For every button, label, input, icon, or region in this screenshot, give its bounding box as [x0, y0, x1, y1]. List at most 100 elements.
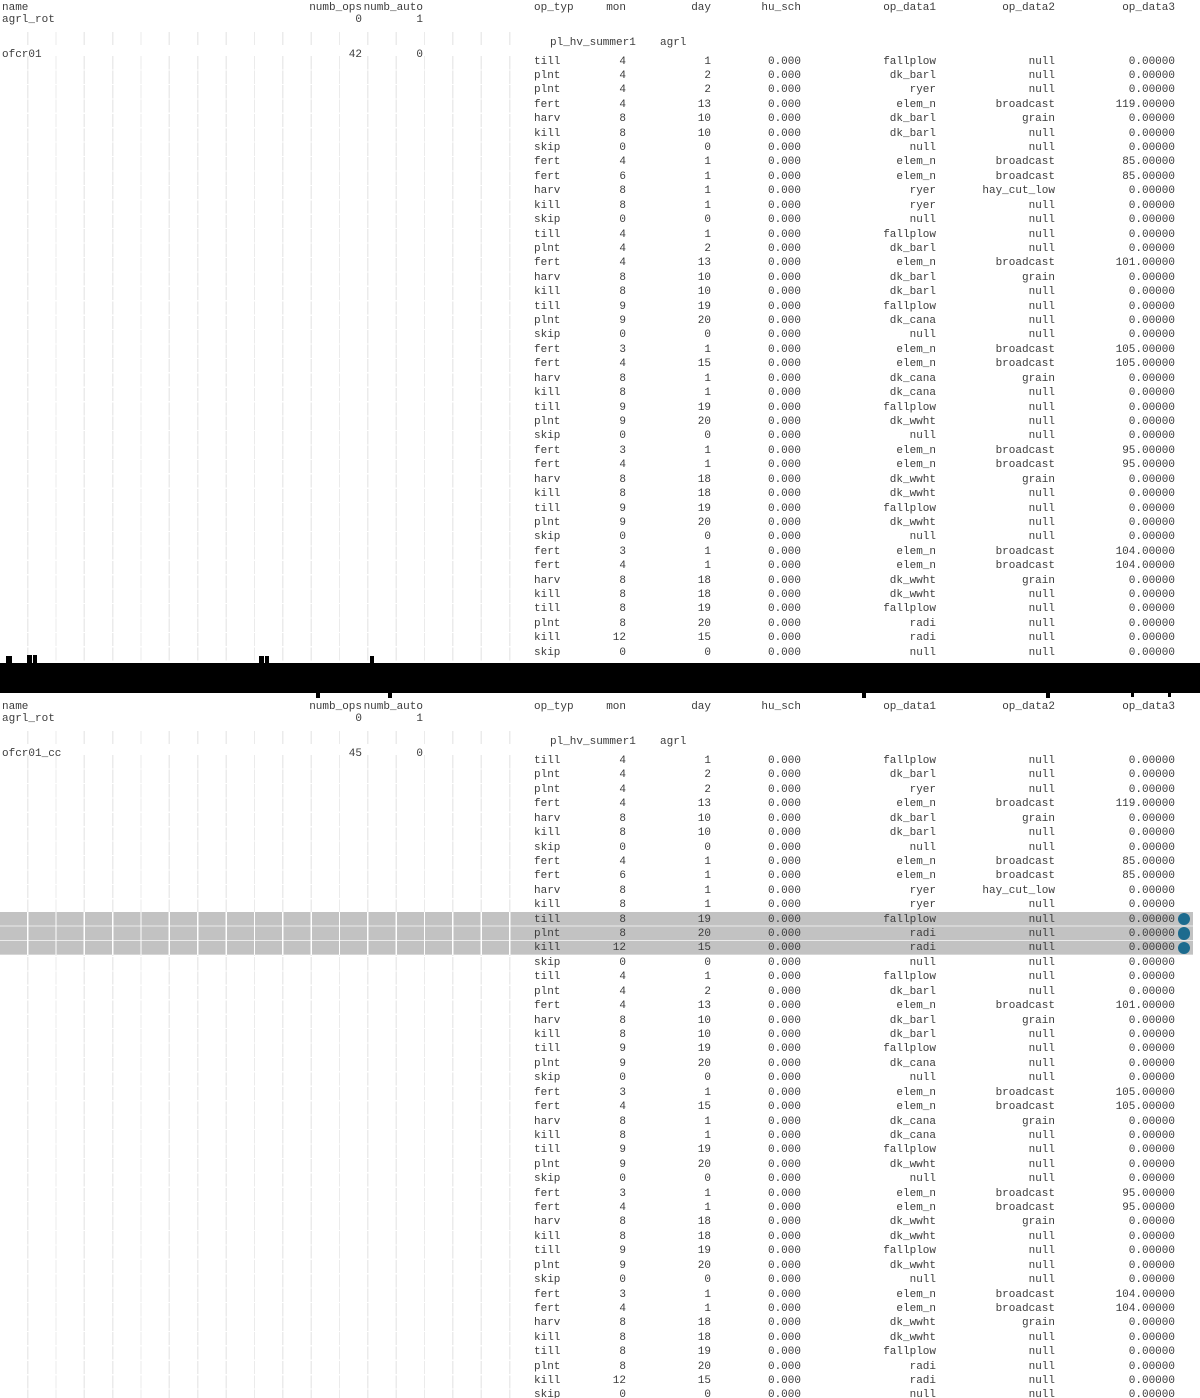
- op-row[interactable]: kill 8 18 0.000 dk_wwht null 0.00000: [0, 1331, 1200, 1345]
- op-row[interactable]: kill 8 18 0.000 dk_wwht null 0.00000: [0, 1230, 1200, 1244]
- op-row[interactable]: skip 0 0 0.000 null null 0.00000: [0, 213, 1200, 227]
- op-row[interactable]: fert 4 13 0.000 elem_n broadcast 101.00000: [0, 999, 1200, 1013]
- op-row[interactable]: skip 0 0 0.000 null null 0.00000: [0, 1172, 1200, 1186]
- op-row[interactable]: kill 8 18 0.000 dk_wwht null 0.00000: [0, 588, 1200, 602]
- op-row[interactable]: till 4 1 0.000 fallplow null 0.00000: [0, 55, 1200, 69]
- op-cell-op-data3: 0.00000: [1128, 755, 1175, 767]
- op-row[interactable]: plnt 9 20 0.000 dk_wwht null 0.00000: [0, 1158, 1200, 1172]
- op-row[interactable]: till 8 19 0.000 fallplow null 0.00000: [0, 1345, 1200, 1359]
- op-row[interactable]: kill 8 10 0.000 dk_barl null 0.00000: [0, 1028, 1200, 1042]
- op-row[interactable]: fert 4 1 0.000 elem_n broadcast 104.00000: [0, 559, 1200, 573]
- op-row[interactable]: fert 4 1 0.000 elem_n broadcast 104.00000: [0, 1302, 1200, 1316]
- op-row[interactable]: till 4 1 0.000 fallplow null 0.00000: [0, 970, 1200, 984]
- op-row[interactable]: harv 8 10 0.000 dk_barl grain 0.00000: [0, 1014, 1200, 1028]
- op-row[interactable]: skip 0 0 0.000 null null 0.00000: [0, 956, 1200, 970]
- op-row[interactable]: fert 3 1 0.000 elem_n broadcast 95.00000: [0, 444, 1200, 458]
- op-row[interactable]: kill 8 1 0.000 dk_cana null 0.00000: [0, 386, 1200, 400]
- op-row[interactable]: plnt 8 20 0.000 radi null 0.00000: [0, 1360, 1200, 1374]
- op-row[interactable]: skip 0 0 0.000 null null 0.00000: [0, 1273, 1200, 1287]
- op-row[interactable]: plnt 4 2 0.000 dk_barl null 0.00000: [0, 242, 1200, 256]
- op-row[interactable]: plnt 8 20 0.000 radi null 0.00000: [0, 927, 1200, 941]
- op-row[interactable]: kill 8 10 0.000 dk_barl null 0.00000: [0, 826, 1200, 840]
- op-row[interactable]: skip 0 0 0.000 null null 0.00000: [0, 141, 1200, 155]
- op-row[interactable]: till 9 19 0.000 fallplow null 0.00000: [0, 502, 1200, 516]
- op-row[interactable]: fert 4 1 0.000 elem_n broadcast 95.00000: [0, 458, 1200, 472]
- op-row[interactable]: skip 0 0 0.000 null null 0.00000: [0, 841, 1200, 855]
- op-row[interactable]: plnt 9 20 0.000 dk_cana null 0.00000: [0, 314, 1200, 328]
- op-row[interactable]: till 9 19 0.000 fallplow null 0.00000: [0, 1042, 1200, 1056]
- op-row[interactable]: fert 3 1 0.000 elem_n broadcast 95.00000: [0, 1187, 1200, 1201]
- op-row[interactable]: plnt 9 20 0.000 dk_wwht null 0.00000: [0, 1259, 1200, 1273]
- op-row[interactable]: till 4 1 0.000 fallplow null 0.00000: [0, 228, 1200, 242]
- op-cell-op-typ: skip: [534, 214, 561, 227]
- op-row[interactable]: skip 0 0 0.000 null null 0.00000: [0, 646, 1200, 660]
- op-row[interactable]: fert 4 15 0.000 elem_n broadcast 105.00000: [0, 1100, 1200, 1114]
- op-row[interactable]: till 9 19 0.000 fallplow null 0.00000: [0, 1244, 1200, 1258]
- op-row[interactable]: skip 0 0 0.000 null null 0.00000: [0, 429, 1200, 443]
- op-row[interactable]: harv 8 10 0.000 dk_barl grain 0.00000: [0, 271, 1200, 285]
- op-row[interactable]: till 9 19 0.000 fallplow null 0.00000: [0, 401, 1200, 415]
- op-row[interactable]: skip 0 0 0.000 null null 0.00000: [0, 530, 1200, 544]
- op-row[interactable]: fert 4 15 0.000 elem_n broadcast 105.00000: [0, 357, 1200, 371]
- op-row[interactable]: kill 12 15 0.000 radi null 0.00000: [0, 1374, 1200, 1388]
- column-header-hu-sch: hu_sch: [761, 701, 801, 713]
- column-header-name: name: [2, 701, 29, 713]
- op-cell-mon: 4: [619, 55, 626, 68]
- op-row[interactable]: till 4 1 0.000 fallplow null 0.00000: [0, 754, 1200, 768]
- op-row[interactable]: kill 8 10 0.000 dk_barl null 0.00000: [0, 285, 1200, 299]
- op-row[interactable]: kill 8 1 0.000 ryer null 0.00000: [0, 199, 1200, 213]
- op-row[interactable]: fert 4 13 0.000 elem_n broadcast 101.00000: [0, 256, 1200, 270]
- op-row[interactable]: harv 8 1 0.000 dk_cana grain 0.00000: [0, 1115, 1200, 1129]
- op-row[interactable]: harv 8 1 0.000 dk_cana grain 0.00000: [0, 372, 1200, 386]
- op-row[interactable]: skip 0 0 0.000 null null 0.00000: [0, 1071, 1200, 1085]
- op-row[interactable]: plnt 9 20 0.000 dk_wwht null 0.00000: [0, 415, 1200, 429]
- op-cell-mon: 8: [619, 271, 626, 284]
- op-row[interactable]: fert 6 1 0.000 elem_n broadcast 85.00000: [0, 170, 1200, 184]
- op-row[interactable]: fert 4 13 0.000 elem_n broadcast 119.00000: [0, 98, 1200, 112]
- op-row[interactable]: harv 8 18 0.000 dk_wwht grain 0.00000: [0, 473, 1200, 487]
- op-row[interactable]: plnt 4 2 0.000 ryer null 0.00000: [0, 783, 1200, 797]
- op-row[interactable]: plnt 4 2 0.000 ryer null 0.00000: [0, 83, 1200, 97]
- op-row[interactable]: plnt 4 2 0.000 dk_barl null 0.00000: [0, 985, 1200, 999]
- op-row[interactable]: harv 8 10 0.000 dk_barl grain 0.00000: [0, 812, 1200, 826]
- op-row[interactable]: kill 8 18 0.000 dk_wwht null 0.00000: [0, 487, 1200, 501]
- op-row[interactable]: till 9 19 0.000 fallplow null 0.00000: [0, 1143, 1200, 1157]
- op-row[interactable]: plnt 9 20 0.000 dk_wwht null 0.00000: [0, 516, 1200, 530]
- op-cell-op-data1: dk_barl: [889, 271, 936, 284]
- op-row[interactable]: harv 8 1 0.000 ryer hay_cut_low 0.00000: [0, 184, 1200, 198]
- op-row[interactable]: skip 0 0 0.000 null null 0.00000: [0, 1388, 1200, 1398]
- column-header-op-typ: op_typ: [534, 1, 574, 14]
- op-row[interactable]: fert 3 1 0.000 elem_n broadcast 104.00000: [0, 1288, 1200, 1302]
- op-row[interactable]: kill 12 15 0.000 radi null 0.00000: [0, 941, 1200, 955]
- op-row[interactable]: fert 4 13 0.000 elem_n broadcast 119.00000: [0, 797, 1200, 811]
- op-row[interactable]: plnt 4 2 0.000 dk_barl null 0.00000: [0, 768, 1200, 782]
- op-cell-op-data3: 104.00000: [1115, 560, 1175, 573]
- op-row[interactable]: skip 0 0 0.000 null null 0.00000: [0, 328, 1200, 342]
- op-row[interactable]: harv 8 10 0.000 dk_barl grain 0.00000: [0, 112, 1200, 126]
- op-cell-mon: 8: [619, 1028, 626, 1041]
- op-row[interactable]: kill 8 10 0.000 dk_barl null 0.00000: [0, 127, 1200, 141]
- op-row[interactable]: harv 8 18 0.000 dk_wwht grain 0.00000: [0, 574, 1200, 588]
- op-cell-op-data1: fallplow: [883, 603, 936, 616]
- op-row[interactable]: fert 3 1 0.000 elem_n broadcast 105.00000: [0, 1086, 1200, 1100]
- op-row[interactable]: fert 3 1 0.000 elem_n broadcast 104.00000: [0, 545, 1200, 559]
- op-row[interactable]: fert 3 1 0.000 elem_n broadcast 105.00000: [0, 343, 1200, 357]
- op-row[interactable]: plnt 8 20 0.000 radi null 0.00000: [0, 617, 1200, 631]
- op-row[interactable]: fert 4 1 0.000 elem_n broadcast 95.00000: [0, 1201, 1200, 1215]
- op-row[interactable]: till 9 19 0.000 fallplow null 0.00000: [0, 300, 1200, 314]
- op-row[interactable]: till 8 19 0.000 fallplow null 0.00000: [0, 913, 1200, 927]
- empty-grid: [0, 30, 511, 45]
- op-row[interactable]: harv 8 18 0.000 dk_wwht grain 0.00000: [0, 1316, 1200, 1330]
- op-row[interactable]: harv 8 1 0.000 ryer hay_cut_low 0.00000: [0, 884, 1200, 898]
- op-row[interactable]: kill 8 1 0.000 dk_cana null 0.00000: [0, 1129, 1200, 1143]
- op-row[interactable]: kill 12 15 0.000 radi null 0.00000: [0, 631, 1200, 645]
- op-row[interactable]: fert 6 1 0.000 elem_n broadcast 85.00000: [0, 869, 1200, 883]
- op-row[interactable]: harv 8 18 0.000 dk_wwht grain 0.00000: [0, 1215, 1200, 1229]
- op-row[interactable]: plnt 9 20 0.000 dk_cana null 0.00000: [0, 1057, 1200, 1071]
- op-row[interactable]: fert 4 1 0.000 elem_n broadcast 85.00000: [0, 155, 1200, 169]
- op-row[interactable]: plnt 4 2 0.000 dk_barl null 0.00000: [0, 69, 1200, 83]
- op-row[interactable]: kill 8 1 0.000 ryer null 0.00000: [0, 898, 1200, 912]
- op-row[interactable]: till 8 19 0.000 fallplow null 0.00000: [0, 602, 1200, 616]
- op-row[interactable]: fert 4 1 0.000 elem_n broadcast 85.00000: [0, 855, 1200, 869]
- op-cell-op-data3: 85.00000: [1122, 170, 1175, 183]
